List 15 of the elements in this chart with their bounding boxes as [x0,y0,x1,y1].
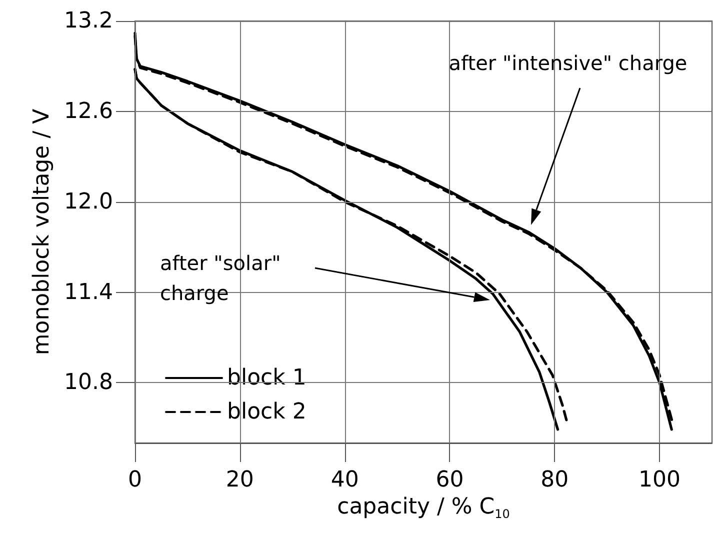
y-tick-label: 11.4 [64,280,113,305]
y-axis-title: monoblock voltage / V [30,108,55,356]
y-tick-label: 12.6 [64,98,113,124]
y-tick-label: 12.0 [64,189,113,214]
annotation: after "intensive" charge [448,51,688,75]
legend-label: block 2 [227,400,306,424]
x-tick-label: 40 [330,468,359,492]
y-tick-label: 10.8 [64,370,113,396]
x-tick-label: 100 [638,468,681,492]
x-tick-label: 80 [540,468,569,492]
x-tick-label: 60 [436,468,464,492]
x-tick-label: 0 [128,468,142,492]
x-tick-label: 20 [226,468,254,492]
annotation: after "solar" charge [160,251,281,305]
y-tick-label: 13.2 [64,8,113,34]
